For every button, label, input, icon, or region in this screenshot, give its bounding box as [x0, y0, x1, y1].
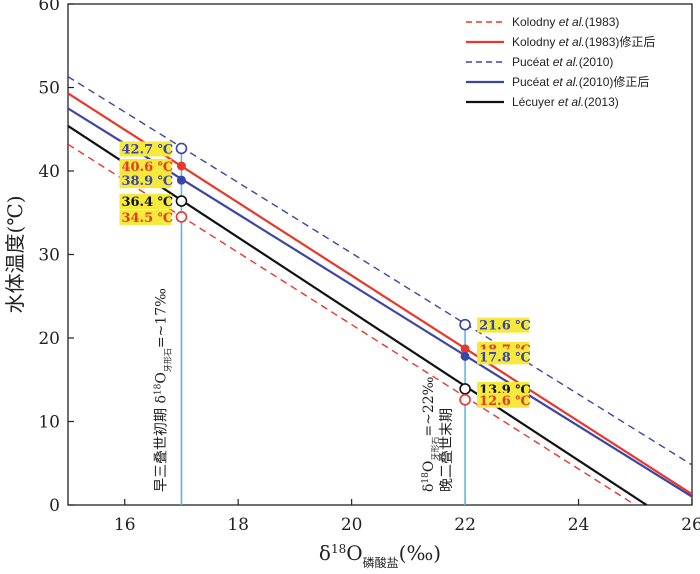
x-tick-label: 20	[341, 515, 363, 535]
value-label-bg	[119, 209, 172, 225]
data-marker	[459, 393, 471, 406]
value-label: 42.7 ℃	[121, 142, 173, 157]
value-label: 34.5 ℃	[121, 211, 173, 226]
data-marker	[459, 318, 471, 331]
value-label-bg	[119, 158, 172, 174]
value-label: 12.6 ℃	[479, 394, 531, 409]
y-tick-label: 20	[38, 329, 60, 349]
data-marker	[176, 175, 186, 185]
value-label-bg	[477, 349, 530, 365]
y-tick-label: 60	[38, 0, 60, 15]
data-marker	[175, 211, 188, 223]
x-tick-label: 24	[568, 515, 590, 535]
series-line-1	[68, 92, 692, 496]
data-marker	[459, 383, 471, 395]
vertical-label-early-triassic: 早三叠世初期 δ18O牙形石=~17‰	[152, 288, 172, 492]
data-marker	[175, 142, 188, 155]
data-marker	[175, 195, 188, 207]
data-marker	[460, 344, 470, 354]
value-label-bg	[119, 173, 172, 189]
series-line-2	[68, 76, 692, 466]
y-tick-label: 30	[38, 246, 60, 266]
legend: Kolodny et al.(1983) Kolodny et al.(1983)…	[466, 15, 655, 109]
x-tick-label: 26	[681, 515, 700, 535]
x-tick-label: 18	[227, 515, 249, 535]
series-line-4	[68, 124, 648, 505]
vertical-label-isotope-22: δ18O牙形石=~22‰	[421, 376, 440, 492]
y-tick-label: 0	[49, 496, 60, 516]
legend-label-4: Lécuyer et al.(2013)	[512, 95, 619, 109]
value-label-bg	[477, 317, 530, 333]
x-tick-label: 16	[114, 515, 136, 535]
vertical-label-late-permian: 晚二叠世末期	[439, 408, 455, 492]
value-label: 21.6 ℃	[479, 319, 531, 334]
legend-label-2: Pucéat et al.(2010)	[512, 55, 613, 69]
value-label-bg	[119, 194, 172, 210]
data-marker	[460, 351, 470, 361]
value-label-bg	[477, 392, 530, 408]
data-marker	[176, 161, 186, 171]
y-tick-label: 50	[38, 79, 60, 99]
legend-label-3: Pucéat et al.(2010)修正后	[512, 74, 649, 89]
plot-area: 16 18 20 22 24 26 0 10 20 30 40 50 60 δ18O磷酸盐(‰) 水体温度(…	[3, 0, 700, 570]
x-tick-label: 22	[454, 515, 476, 535]
value-label-bg	[119, 141, 172, 157]
value-label: 36.4 ℃	[121, 195, 173, 210]
y-axis-title: 水体温度(℃)	[3, 196, 27, 314]
value-label: 38.9 ℃	[121, 174, 173, 189]
y-tick-label: 40	[38, 162, 60, 182]
legend-label-1: Kolodny et al.(1983)修正后	[512, 34, 655, 49]
series-line-3	[68, 107, 692, 498]
x-axis-title: δ18O磷酸盐(‰)	[319, 541, 441, 570]
legend-label-0: Kolodny et al.(1983)	[512, 15, 619, 29]
value-label: 17.8 ℃	[479, 350, 531, 365]
y-tick-label: 10	[38, 413, 60, 433]
value-label: 40.6 ℃	[121, 160, 173, 175]
